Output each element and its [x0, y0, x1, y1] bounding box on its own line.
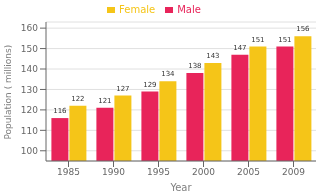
- svg-text:129: 129: [143, 81, 156, 89]
- svg-text:120: 120: [21, 105, 38, 115]
- svg-text:2009: 2009: [282, 167, 305, 177]
- svg-text:150: 150: [21, 44, 38, 54]
- svg-text:1985: 1985: [57, 167, 80, 177]
- svg-text:143: 143: [206, 52, 219, 60]
- svg-text:127: 127: [116, 85, 129, 93]
- svg-text:1995: 1995: [147, 167, 170, 177]
- svg-text:138: 138: [188, 62, 201, 70]
- svg-text:130: 130: [21, 85, 38, 95]
- svg-text:2005: 2005: [237, 167, 260, 177]
- svg-text:160: 160: [21, 23, 38, 33]
- svg-text:116: 116: [53, 107, 67, 115]
- svg-text:156: 156: [296, 25, 310, 33]
- svg-text:121: 121: [98, 97, 111, 105]
- svg-text:151: 151: [251, 36, 264, 44]
- svg-text:140: 140: [21, 64, 38, 74]
- svg-text:147: 147: [233, 44, 246, 52]
- svg-text:1990: 1990: [102, 167, 125, 177]
- svg-text:Year: Year: [169, 182, 192, 191]
- svg-text:134: 134: [161, 70, 175, 78]
- svg-text:122: 122: [71, 95, 84, 103]
- svg-text:151: 151: [278, 36, 291, 44]
- html-text:Female: Female: [119, 4, 156, 15]
- svg-text:2000: 2000: [192, 167, 215, 177]
- svg-text:110: 110: [21, 126, 38, 136]
- html-text:Male: Male: [177, 4, 201, 15]
- svg-text:100: 100: [21, 146, 38, 156]
- svg-text:Population ( millions): Population ( millions): [8, 45, 13, 140]
